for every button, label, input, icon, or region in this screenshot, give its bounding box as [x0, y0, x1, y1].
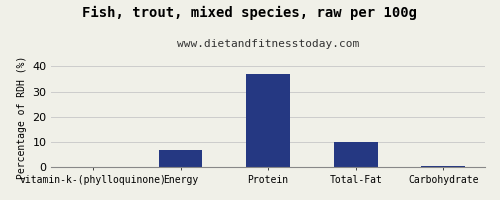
- Bar: [422, 166, 466, 167]
- Bar: [246, 74, 290, 167]
- Text: Fish, trout, mixed species, raw per 100g: Fish, trout, mixed species, raw per 100g: [82, 6, 417, 20]
- Bar: [158, 150, 202, 167]
- Title: www.dietandfitnesstoday.com: www.dietandfitnesstoday.com: [177, 39, 360, 49]
- Y-axis label: Percentage of RDH (%): Percentage of RDH (%): [16, 55, 26, 179]
- Bar: [334, 142, 378, 167]
